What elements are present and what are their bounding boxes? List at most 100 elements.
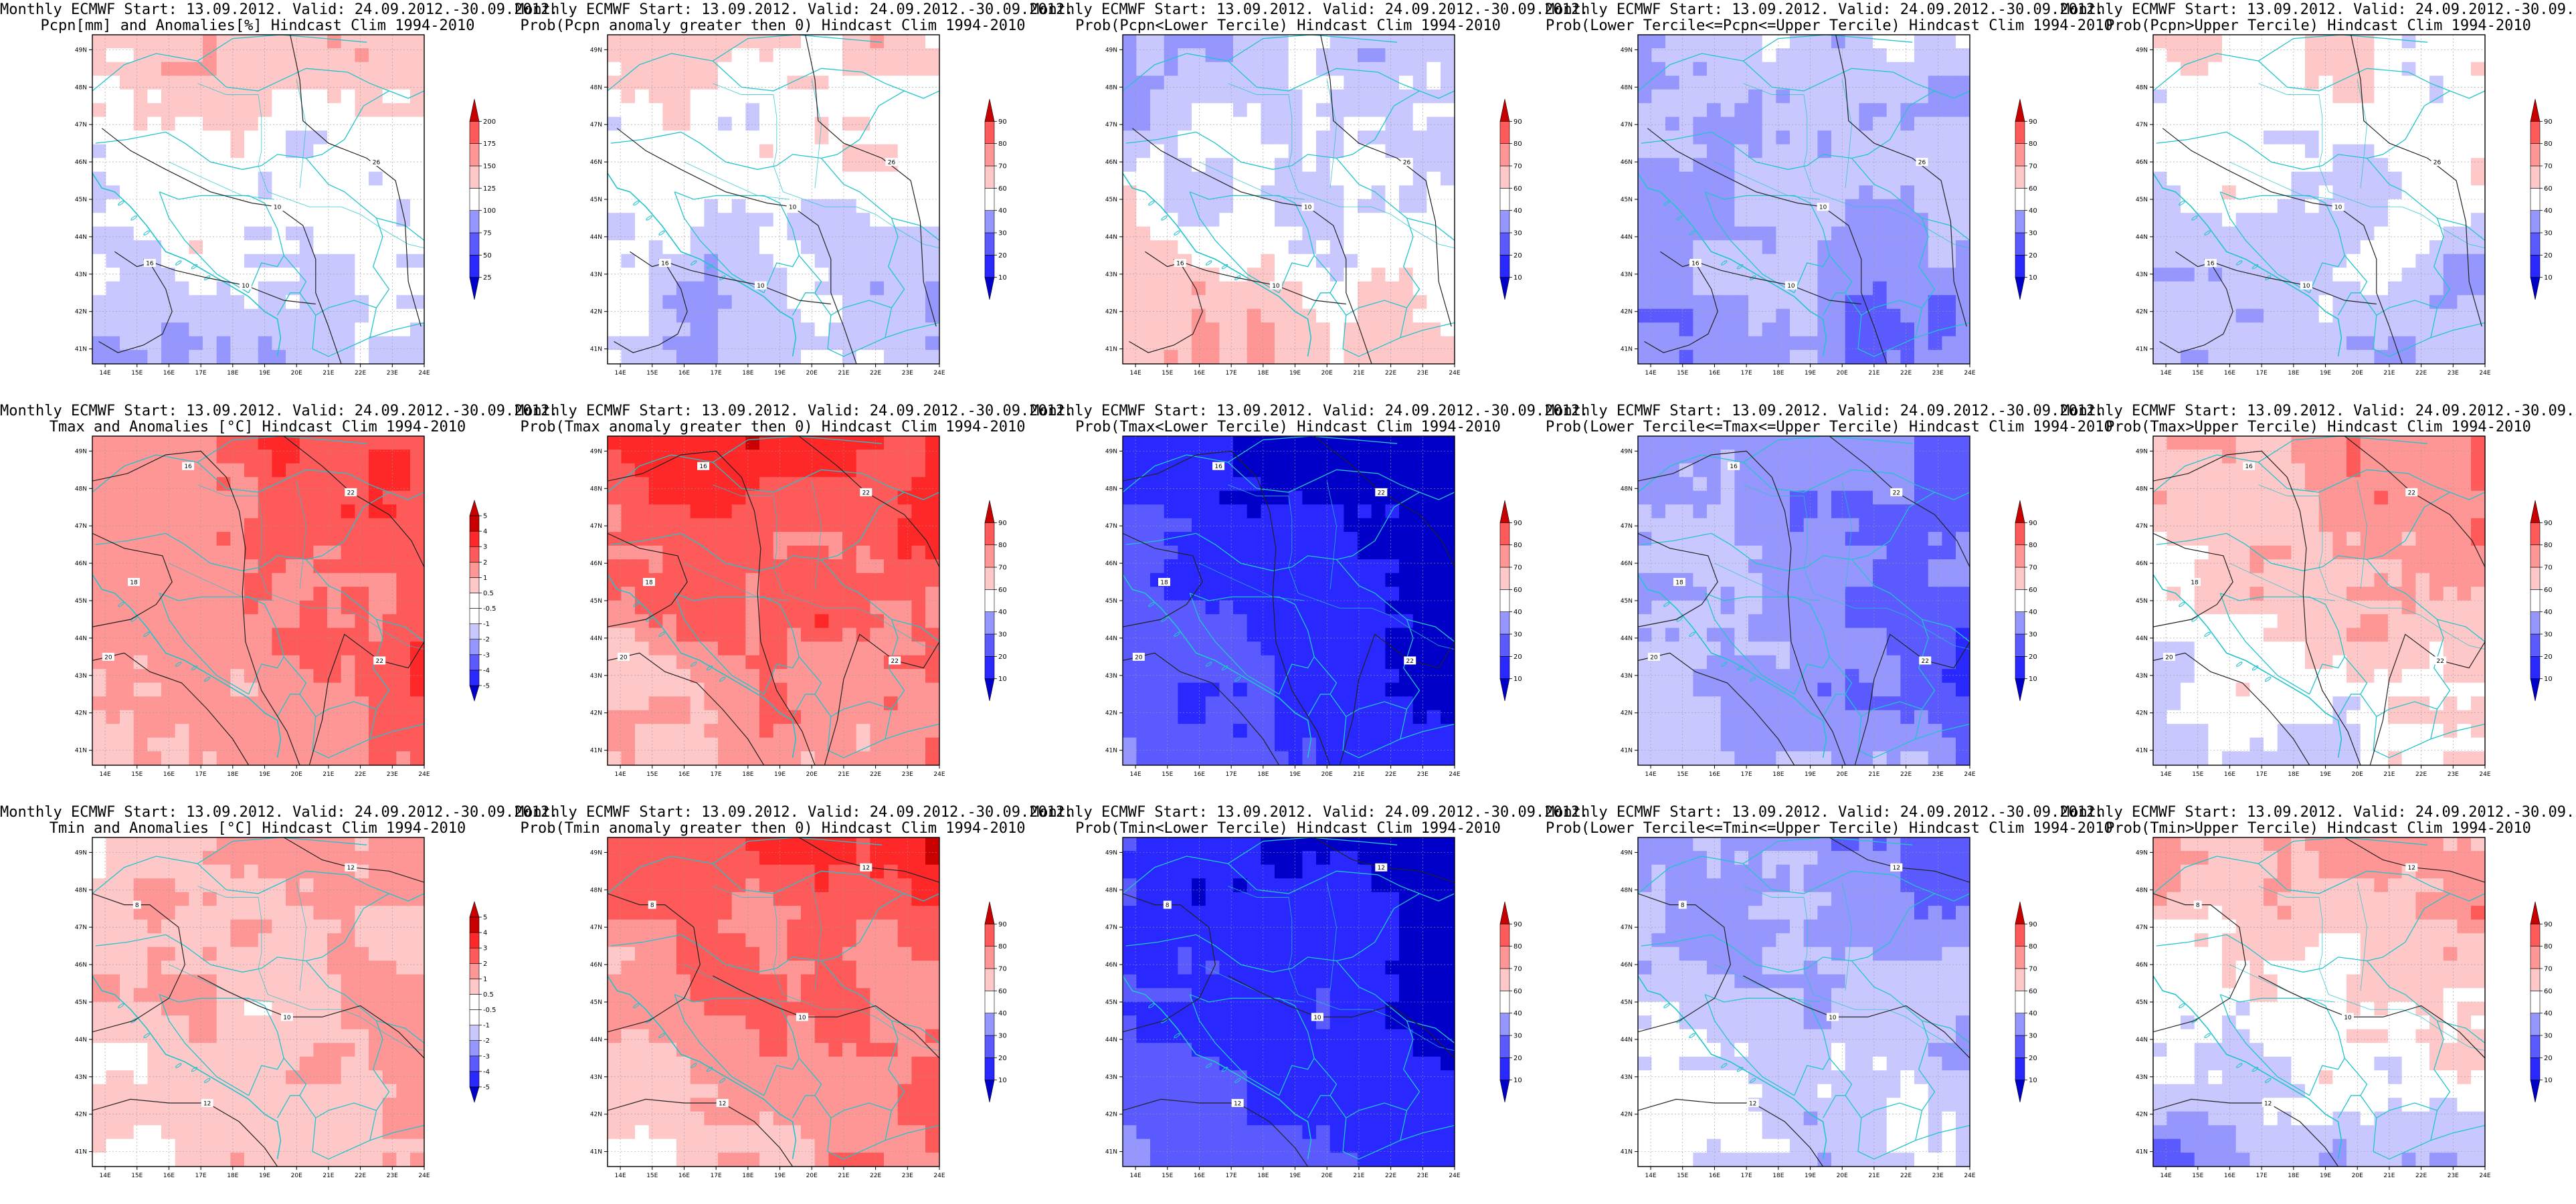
contour-label: 12 [719,1100,726,1107]
panel-title-line2: Prob(Tmin<Lower Tercile) Hindcast Clim 1… [1075,820,1501,837]
lon-tick-label: 22E [355,370,366,377]
lon-tick-label: 21E [2383,1173,2395,1179]
contour-lines: 18 16 22 20 22 [92,436,424,765]
lat-tick-label: 43N [75,1074,87,1081]
lon-tick-label: 22E [2415,1173,2427,1179]
colorbar-label: 90 [2029,118,2037,126]
lon-tick-label: 22E [2415,771,2427,778]
colorbar-label: 80 [2029,943,2037,950]
graticule [1638,35,1970,364]
lat-tick-label: 41N [75,748,87,755]
lon-tick-label: 16E [163,370,175,377]
graticule [92,35,424,364]
colorbar-label: 20 [998,252,1007,260]
colorbar-label: 40 [998,207,1007,215]
lon-tick-label: 16E [1194,1173,1205,1179]
lon-tick-label: 20E [806,1173,818,1179]
colorbar-label: 10 [2029,1077,2037,1084]
lon-tick-label: 19E [774,1173,786,1179]
panel-title-line2: Tmax and Anomalies [°C] Hindcast Clim 19… [49,419,466,435]
contour-label: 10 [789,205,797,211]
lon-tick-label: 23E [1417,1173,1429,1179]
lat-tick-label: 41N [75,346,87,353]
lat-tick-label: 46N [1105,962,1117,969]
contour-label: 20 [104,654,112,661]
lon-tick-label: 18E [2288,370,2299,377]
colorbar-label: 40 [1513,609,1522,616]
contour-label: 10 [242,283,250,290]
contour-label: 10 [2344,1015,2352,1021]
colorbar-label: 30 [2029,631,2037,639]
colorbar-label: 3 [483,945,487,952]
colorbar: 10 20 30 40 60 70 80 90 [2530,901,2553,1103]
lat-tick-label: 44N [1621,635,1633,642]
contour-lines: 18 16 22 20 22 [1638,436,1970,765]
lon-tick-label: 15E [646,370,658,377]
lat-tick-label: 43N [2136,1074,2148,1081]
lat-tick-label: 47N [2136,924,2148,931]
colorbar-label: 2 [483,559,487,567]
country-borders [1638,436,1970,759]
colorbar-label: 1 [483,575,487,582]
colorbar-label: -4 [483,667,490,674]
colorbar-label: 40 [2544,1010,2553,1017]
lon-tick-label: 21E [1353,771,1364,778]
map-figure: 12 8 10 12 14E 15E 16E 17E 18E 19E 20E 21E 22E 23E 24E… [1105,837,1522,1179]
graticule [1123,436,1455,765]
lon-tick-label: 15E [1162,771,1173,778]
contour-lines: 18 16 22 20 22 [2153,436,2485,765]
country-borders [1638,837,1970,1160]
colorbar-label: 10 [2544,274,2553,282]
lat-tick-label: 46N [590,159,602,166]
map-panel: Monthly ECMWF Start: 13.09.2012. Valid: … [1546,401,2113,803]
map-figure: 10 10 16 26 14E 15E 16E 17E 18E 19E 20E 21E 22E 23E 24… [590,34,1007,377]
lon-tick-label: 22E [870,370,881,377]
lon-tick-label: 21E [2383,370,2395,377]
lon-tick-label: 15E [1677,1173,1688,1179]
graticule [608,35,939,364]
lon-tick-label: 19E [259,370,270,377]
lat-tick-label: 48N [1621,887,1633,894]
colorbar-label: 90 [1513,520,1522,527]
colorbar-label: 90 [2544,520,2553,527]
lat-tick-label: 47N [75,523,87,530]
contour-lines: 12 8 10 12 [608,837,939,1167]
country-borders [1123,837,1455,1160]
lon-tick-label: 17E [195,370,207,377]
lon-tick-label: 22E [1385,771,1396,778]
colorbar-label: 90 [2544,921,2553,928]
contour-label: 18 [1675,580,1683,587]
map-panel: Monthly ECMWF Start: 13.09.2012. Valid: … [0,803,558,1204]
map-panel: Monthly ECMWF Start: 13.09.2012. Valid: … [0,0,558,401]
lon-tick-label: 18E [1257,771,1269,778]
map-figure: 10 10 16 26 14E 15E 16E 17E 18E 19E 20E 21E 22E 23E 24… [1105,34,1522,377]
graticule [608,837,939,1167]
lat-tick-label: 41N [1621,346,1633,353]
contour-lines: 10 10 16 26 [2159,35,2482,364]
lon-tick-label: 20E [291,771,302,778]
panel-title-line2: Prob(Tmin anomaly greater then 0) Hindca… [520,820,1026,837]
lat-tick-label: 43N [2136,673,2148,680]
colorbar-label: 70 [1513,966,1522,973]
colorbar-label: 30 [1513,1033,1522,1040]
lat-tick-label: 42N [1105,1112,1117,1118]
lat-tick-label: 48N [75,887,87,894]
lon-tick-label: 18E [227,370,238,377]
lon-tick-label: 18E [227,771,238,778]
contour-label: 16 [184,464,192,470]
lat-tick-label: 42N [2136,710,2148,717]
colorbar-label: 10 [1513,676,1522,683]
lon-tick-label: 23E [1417,771,1429,778]
lon-tick-label: 16E [163,771,175,778]
contour-label: 16 [1214,464,1222,470]
colorbar-label: 60 [2029,587,2037,594]
lat-tick-label: 42N [1105,710,1117,717]
lat-tick-label: 44N [75,635,87,642]
colorbar-label: 1 [483,976,487,983]
country-borders [1123,35,1455,357]
lon-tick-label: 24E [418,771,430,778]
lon-tick-label: 19E [1805,370,1816,377]
colorbar-label: 80 [2029,542,2037,549]
panel-title-line1: Monthly ECMWF Start: 13.09.2012. Valid: … [2061,403,2576,419]
contour-label: 22 [1406,658,1414,665]
